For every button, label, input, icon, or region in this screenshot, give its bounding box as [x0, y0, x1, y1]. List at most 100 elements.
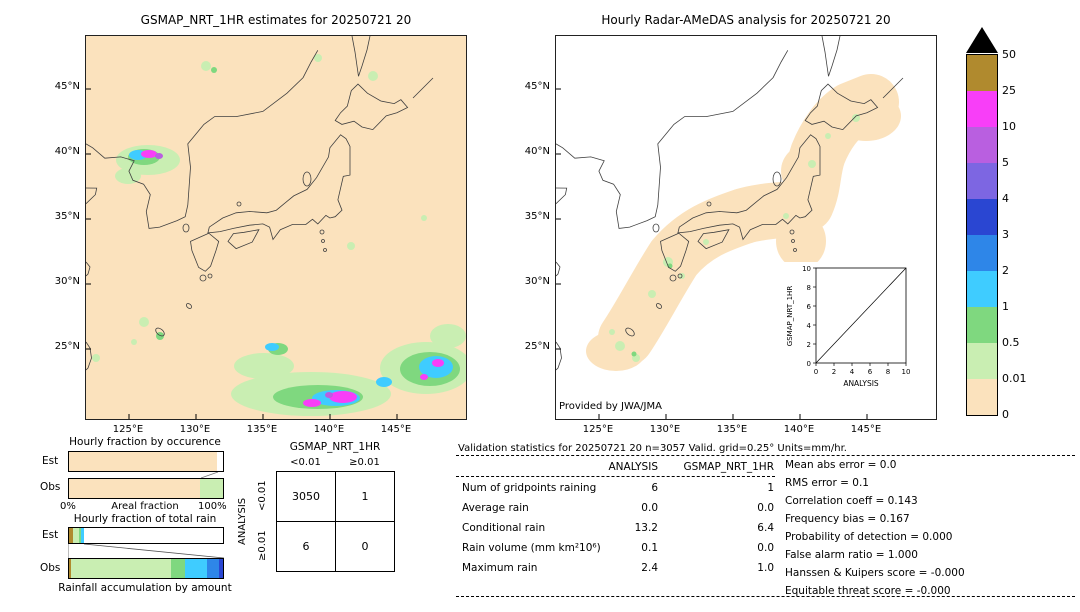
- bar-segment: [206, 559, 220, 578]
- lon-tick-label: 140°E: [313, 424, 345, 435]
- colorbar: [966, 54, 998, 416]
- colorbar-label: 0: [1002, 408, 1009, 421]
- metric-equals: =: [915, 567, 931, 579]
- metric-equals: =: [864, 513, 880, 525]
- lon-tick-label: 135°E: [716, 424, 748, 435]
- bar-segment: [199, 479, 223, 498]
- metric-equals: =: [836, 477, 853, 489]
- lon-tick-label: 130°E: [179, 424, 211, 435]
- metric-row: Hanssen & Kuipers score = -0.000: [785, 567, 965, 580]
- metric-value: 0.000: [922, 531, 953, 543]
- stats-value-gsmap: 6.4: [757, 522, 774, 534]
- occurrence-connector: [200, 472, 219, 478]
- lat-tick-label: 45°N: [54, 81, 80, 92]
- precip-estimate-blobs: [92, 54, 472, 416]
- stats-row: Average rain 0.0 0.0: [456, 502, 776, 519]
- identity-line: [815, 267, 907, 364]
- stats-value-gsmap: 0.0: [757, 542, 774, 554]
- bar-segment: [171, 559, 186, 578]
- lat-tick-label: 30°N: [524, 276, 550, 287]
- row-label-obs: Obs: [40, 562, 61, 574]
- stats-row-label: Num of gridpoints raining: [462, 482, 597, 494]
- contingency-cell: 3050: [277, 472, 336, 522]
- stats-value-gsmap: 0.0: [757, 502, 774, 514]
- colorbar-label: 1: [1002, 300, 1009, 313]
- map-credit: Provided by JWA/JMA: [559, 401, 662, 412]
- stats-value-analysis: 13.2: [634, 522, 658, 534]
- divider-dashed-top: [456, 455, 1075, 456]
- bar-segment: [69, 559, 72, 578]
- svg-text:0: 0: [807, 360, 811, 368]
- colorbar-segment: [967, 163, 997, 199]
- total-rain-caption: Rainfall accumulation by amount: [58, 582, 232, 594]
- stats-row: Rain volume (mm km²10⁶) 0.1 0.0: [456, 542, 776, 559]
- lat-tick-label: 45°N: [524, 81, 550, 92]
- left-map-title: GSMAP_NRT_1HR estimates for 20250721 20: [140, 13, 412, 27]
- stats-value-gsmap: 1: [767, 482, 774, 494]
- metric-value: -0.000: [930, 567, 965, 579]
- metric-row: Equitable threat score = -0.000: [785, 585, 951, 598]
- svg-text:0: 0: [814, 368, 818, 376]
- stats-row-label: Maximum rain: [462, 562, 538, 574]
- contingency-grid: 3050 1 6 0: [276, 471, 395, 572]
- colorbar-segment: [967, 55, 997, 91]
- x-axis-min: 0%: [60, 501, 76, 512]
- stats-value-analysis: 0.1: [641, 542, 658, 554]
- svg-text:2: 2: [832, 368, 836, 376]
- bar-segment: [72, 528, 79, 543]
- stats-title: Validation statistics for 20250721 20 n=…: [458, 443, 847, 454]
- inset-scatter: 0 2 4 6 8 10 0 2 4 6 8 10 ANALYSIS GSMAP…: [780, 262, 920, 394]
- stats-row: Num of gridpoints raining 6 1: [456, 482, 776, 499]
- lat-tick-label: 35°N: [524, 211, 550, 222]
- metric-row: False alarm ratio = 1.000: [785, 549, 918, 562]
- svg-text:6: 6: [807, 303, 812, 311]
- contingency-cell: 6: [277, 522, 336, 572]
- occurrence-bar-est: [68, 451, 224, 472]
- metric-label: RMS error: [785, 477, 837, 489]
- svg-text:6: 6: [868, 368, 873, 376]
- svg-text:4: 4: [850, 368, 855, 376]
- bar-segment: [69, 479, 200, 498]
- inset-ylabel: GSMAP_NRT_1HR: [786, 286, 794, 347]
- metric-label: Equitable threat score: [785, 585, 902, 597]
- metric-value: -0.000: [916, 585, 951, 597]
- axis-ticks: [86, 88, 398, 419]
- metric-label: Correlation coeff: [785, 495, 873, 507]
- occurrence-title: Hourly fraction by occurence: [69, 436, 221, 448]
- contingency-col-title: GSMAP_NRT_1HR: [289, 441, 381, 453]
- colorbar-over-triangle: [966, 27, 998, 53]
- lat-tick-label: 35°N: [54, 211, 80, 222]
- bar-segment: [79, 528, 82, 543]
- stats-row-label: Average rain: [462, 502, 529, 514]
- right-map-panel: [555, 35, 937, 420]
- bar-segment: [69, 452, 217, 471]
- metric-value: 0.143: [887, 495, 918, 507]
- metric-label: Frequency bias: [785, 513, 865, 525]
- metric-row: RMS error = 0.1: [785, 477, 869, 490]
- colorbar-segment: [967, 343, 997, 379]
- metric-equals: =: [864, 459, 880, 471]
- stats-value-analysis: 2.4: [641, 562, 658, 574]
- svg-text:10: 10: [802, 265, 811, 273]
- colorbar-segment: [967, 199, 997, 235]
- metric-row: Correlation coeff = 0.143: [785, 495, 918, 508]
- metric-equals: =: [872, 495, 888, 507]
- left-map-panel: [85, 35, 472, 420]
- occurrence-bar-obs: [68, 478, 224, 499]
- lat-tick-label: 25°N: [524, 341, 550, 352]
- colorbar-label: 25: [1002, 84, 1016, 97]
- metric-label: Hanssen & Kuipers score: [785, 567, 916, 579]
- divider-dashed-bottom: [456, 596, 1075, 597]
- lat-tick-label: 30°N: [54, 276, 80, 287]
- lat-tick-label: 40°N: [54, 146, 80, 157]
- metric-equals: =: [901, 585, 917, 597]
- contingency-row-title: ANALYSIS: [237, 497, 248, 545]
- metric-value: 0.0: [879, 459, 897, 471]
- colorbar-segment: [967, 91, 997, 127]
- lat-tick-label: 40°N: [524, 146, 550, 157]
- stats-value-analysis: 6: [651, 482, 658, 494]
- inset-ticks: [813, 267, 907, 366]
- contingency-col-header: <0.01: [290, 457, 321, 468]
- contingency-col-header: ≥0.01: [349, 457, 380, 468]
- metric-label: Probability of detection: [785, 531, 907, 543]
